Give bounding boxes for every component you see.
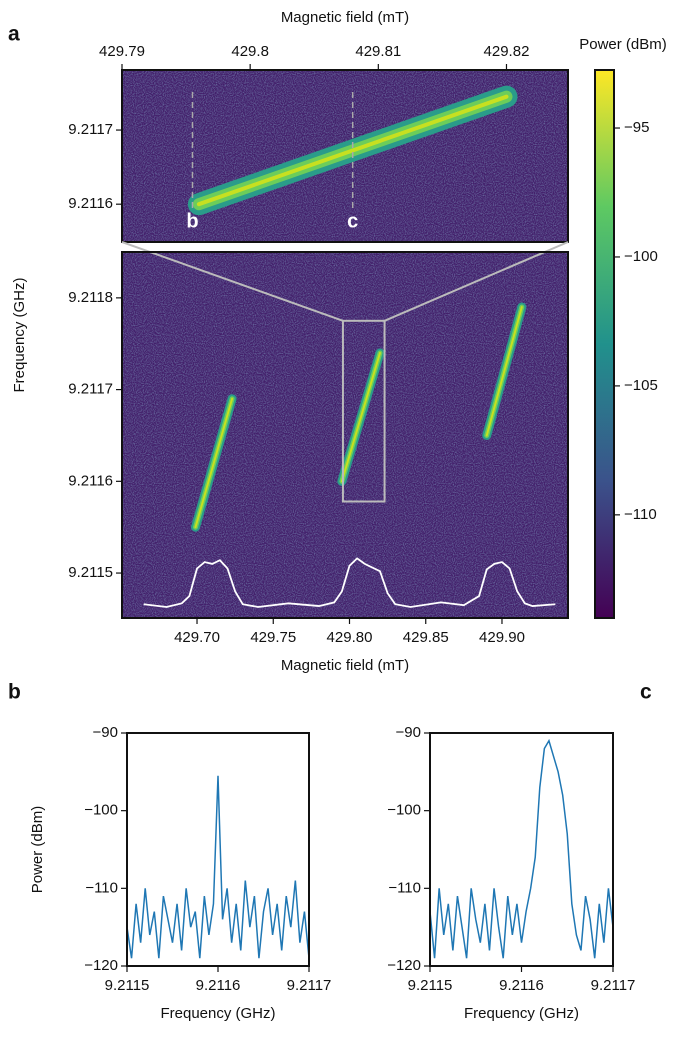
annotation: b: [186, 210, 198, 232]
y-tick-label: 9.2117: [68, 381, 113, 398]
streak-peak: [340, 351, 381, 483]
y-axis-label: Power (dBm): [29, 806, 46, 894]
x-tick-label: 9.2117: [591, 977, 636, 994]
y-axis-label: Frequency (GHz): [11, 277, 28, 392]
x-tick-label: 9.2115: [105, 977, 150, 994]
plot-frame: [126, 732, 310, 967]
power-line: [126, 775, 310, 959]
y-tick-label: 9.2117: [68, 121, 113, 138]
zoom-connector: [384, 241, 569, 322]
panel-label: c: [640, 681, 652, 704]
colorbar-tick-label: −100: [624, 248, 658, 265]
y-tick-label: 9.2118: [68, 289, 113, 306]
x-axis-label: Magnetic field (mT): [281, 657, 409, 674]
plot-frame: [121, 251, 569, 619]
zoom-connector: [121, 241, 344, 322]
x-tick-label: 429.70: [174, 629, 220, 646]
x-tick-label: 429.80: [327, 629, 373, 646]
colorbar-tick-label: −105: [624, 377, 658, 394]
plot-frame: [121, 69, 569, 243]
panel-label: a: [8, 23, 20, 46]
y-tick-label: 9.2116: [68, 195, 113, 212]
x-tick-label: 9.2115: [408, 977, 453, 994]
streak-peak: [194, 397, 234, 529]
x-tick-label: 9.2117: [287, 977, 332, 994]
x-tick-label: 429.79: [99, 43, 145, 60]
x-tick-label: 429.82: [484, 43, 530, 60]
heatmap-noise: [122, 252, 568, 618]
profile-trace: [143, 557, 556, 608]
y-tick-label: −120: [84, 957, 118, 974]
x-tick-label: 429.90: [479, 629, 525, 646]
y-tick-label: −120: [387, 957, 421, 974]
y-tick-label: −90: [396, 724, 421, 741]
y-tick-label: −100: [84, 802, 118, 819]
y-tick-label: 9.2116: [68, 472, 113, 489]
colorbar: [594, 69, 615, 619]
colorbar-tick-label: −95: [624, 119, 649, 136]
plot-frame: [429, 732, 614, 967]
x-axis-label: Frequency (GHz): [160, 1005, 275, 1022]
x-axis-label: Frequency (GHz): [464, 1005, 579, 1022]
streak-peak: [196, 94, 509, 207]
colorbar-tick-label: −110: [624, 506, 657, 523]
annotation: c: [347, 210, 358, 232]
x-tick-label: 9.2116: [499, 977, 544, 994]
y-tick-label: −110: [85, 879, 118, 896]
panel-label: b: [8, 681, 21, 704]
colorbar-label: Power (dBm): [579, 36, 667, 53]
zoom-box: [341, 319, 386, 503]
y-tick-label: 9.2115: [68, 564, 113, 581]
streak-peak: [485, 306, 523, 437]
x-tick-label: 429.75: [250, 629, 296, 646]
x-tick-label: 429.81: [355, 43, 401, 60]
x-tick-label: 9.2116: [196, 977, 241, 994]
power-line: [429, 738, 614, 959]
y-tick-label: −90: [93, 724, 118, 741]
y-tick-label: −110: [388, 879, 421, 896]
x-tick-label: 429.85: [403, 629, 449, 646]
y-tick-label: −100: [387, 802, 421, 819]
x-tick-label: 429.8: [231, 43, 269, 60]
x-axis-label: Magnetic field (mT): [281, 9, 409, 26]
